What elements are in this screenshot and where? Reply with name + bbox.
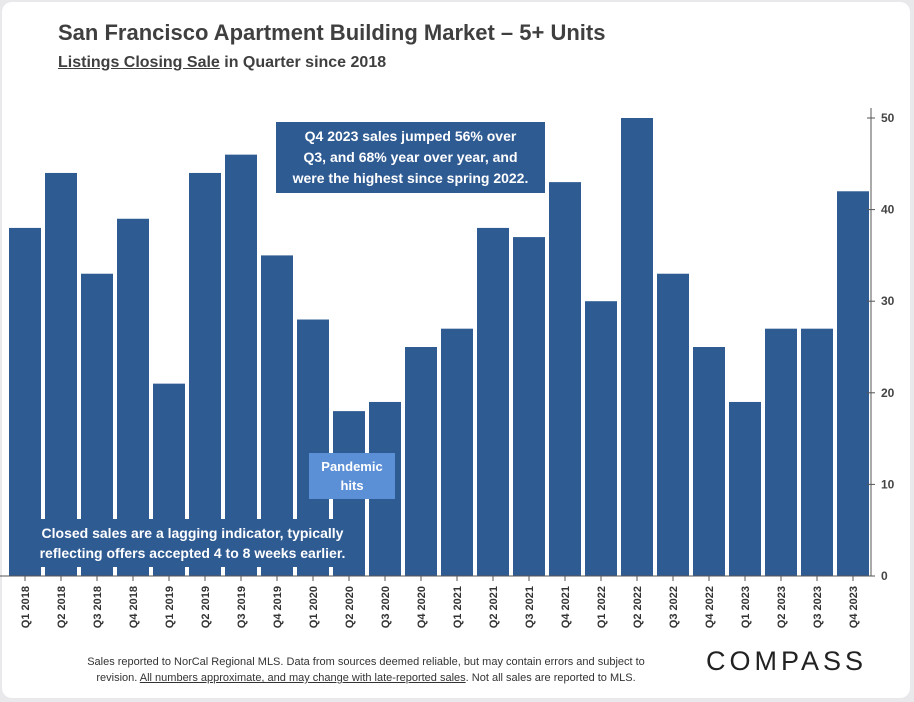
bar-q4-2023 [837,191,869,576]
bar-q2-2022 [621,118,653,576]
x-tick-label: Q1 2021 [452,586,464,628]
x-tick-label: Q3 2018 [92,586,104,628]
x-tick-label: Q4 2020 [416,586,428,628]
x-tick-label: Q2 2023 [776,586,788,628]
footnote: Sales reported to NorCal Regional MLS. D… [36,654,696,686]
bar-q1-2021 [441,328,473,576]
bar-q2-2023 [765,328,797,576]
x-tick-label: Q3 2019 [236,586,248,628]
lagging-callout-line-1: Closed sales are a lagging indicator, ty… [41,525,344,541]
bar-q2-2018 [45,172,77,576]
y-tick-label: 40 [881,203,895,217]
bar-q3-2021 [513,237,545,576]
x-tick-label: Q1 2023 [740,586,752,628]
bar-q4-2020 [405,347,437,576]
q4-callout-line-2: Q3, and 68% year over year, and [303,149,518,165]
x-tick-label: Q1 2020 [308,586,320,628]
y-tick-label: 50 [881,111,895,125]
footnote-line-2b: . Not all sales are reported to MLS. [465,672,636,684]
x-tick-label: Q3 2020 [380,586,392,628]
x-tick-label: Q2 2021 [488,586,500,628]
x-tick-label: Q1 2018 [20,586,32,628]
q4-callout-line-3: were the highest since spring 2022. [292,170,529,186]
pandemic-callout-line-1: Pandemic [321,459,383,474]
x-tick-label: Q4 2023 [848,586,860,628]
bar-q1-2018 [9,227,41,577]
x-tick-label: Q4 2019 [272,586,284,628]
x-tick-label: Q3 2022 [668,586,680,628]
subtitle-underlined: Listings Closing Sale [58,54,220,71]
x-tick-label: Q4 2021 [560,586,572,628]
bar-q2-2019 [189,172,221,576]
bar-q4-2021 [549,182,581,576]
bar-q4-2018 [117,218,149,576]
x-tick-label: Q2 2020 [344,586,356,628]
footnote-line-1: Sales reported to NorCal Regional MLS. D… [87,656,645,668]
pandemic-callout-line-2: hits [340,478,364,493]
footnote-line-2a: revision. [96,672,140,684]
x-tick-label: Q4 2022 [704,586,716,628]
compass-logo: COMPASS [706,646,868,676]
chart-title: San Francisco Apartment Building Market … [58,20,606,45]
lagging-callout-line-2: reflecting offers accepted 4 to 8 weeks … [39,545,346,561]
x-tick-label: Q1 2019 [164,586,176,628]
bar-q1-2023 [729,401,761,576]
x-tick-label: Q4 2018 [128,586,140,628]
x-tick-label: Q1 2022 [596,586,608,628]
bar-q3-2022 [657,273,689,576]
x-tick-label: Q2 2019 [200,586,212,628]
x-tick-label: Q2 2018 [56,586,68,628]
lagging-indicator-callout: Closed sales are a lagging indicator, ty… [20,519,365,567]
bar-q2-2021 [477,227,509,577]
footnote-line-2-underlined: All numbers approximate, and may change … [139,672,466,684]
x-tick-label: Q3 2021 [524,586,536,628]
chart-subtitle: Listings Closing Sale in Quarter since 2… [58,54,386,72]
y-tick-label: 30 [881,294,895,308]
y-tick-label: 10 [881,477,895,491]
bar-q4-2022 [693,347,725,576]
bar-q1-2022 [585,301,617,576]
q4-callout-line-1: Q4 2023 sales jumped 56% over [304,128,517,144]
bar-q3-2019 [225,154,257,576]
pandemic-callout: Pandemic hits [309,453,395,499]
bar-q3-2023 [801,328,833,576]
footnote-line-2: revision. All numbers approximate, and m… [36,670,696,686]
y-tick-label: 20 [881,386,895,400]
q4-2023-callout: Q4 2023 sales jumped 56% over Q3, and 68… [276,122,545,193]
subtitle-rest: in Quarter since 2018 [219,54,387,71]
x-tick-label: Q2 2022 [632,586,644,628]
y-tick-label: 0 [881,569,888,583]
x-tick-label: Q3 2023 [812,586,824,628]
